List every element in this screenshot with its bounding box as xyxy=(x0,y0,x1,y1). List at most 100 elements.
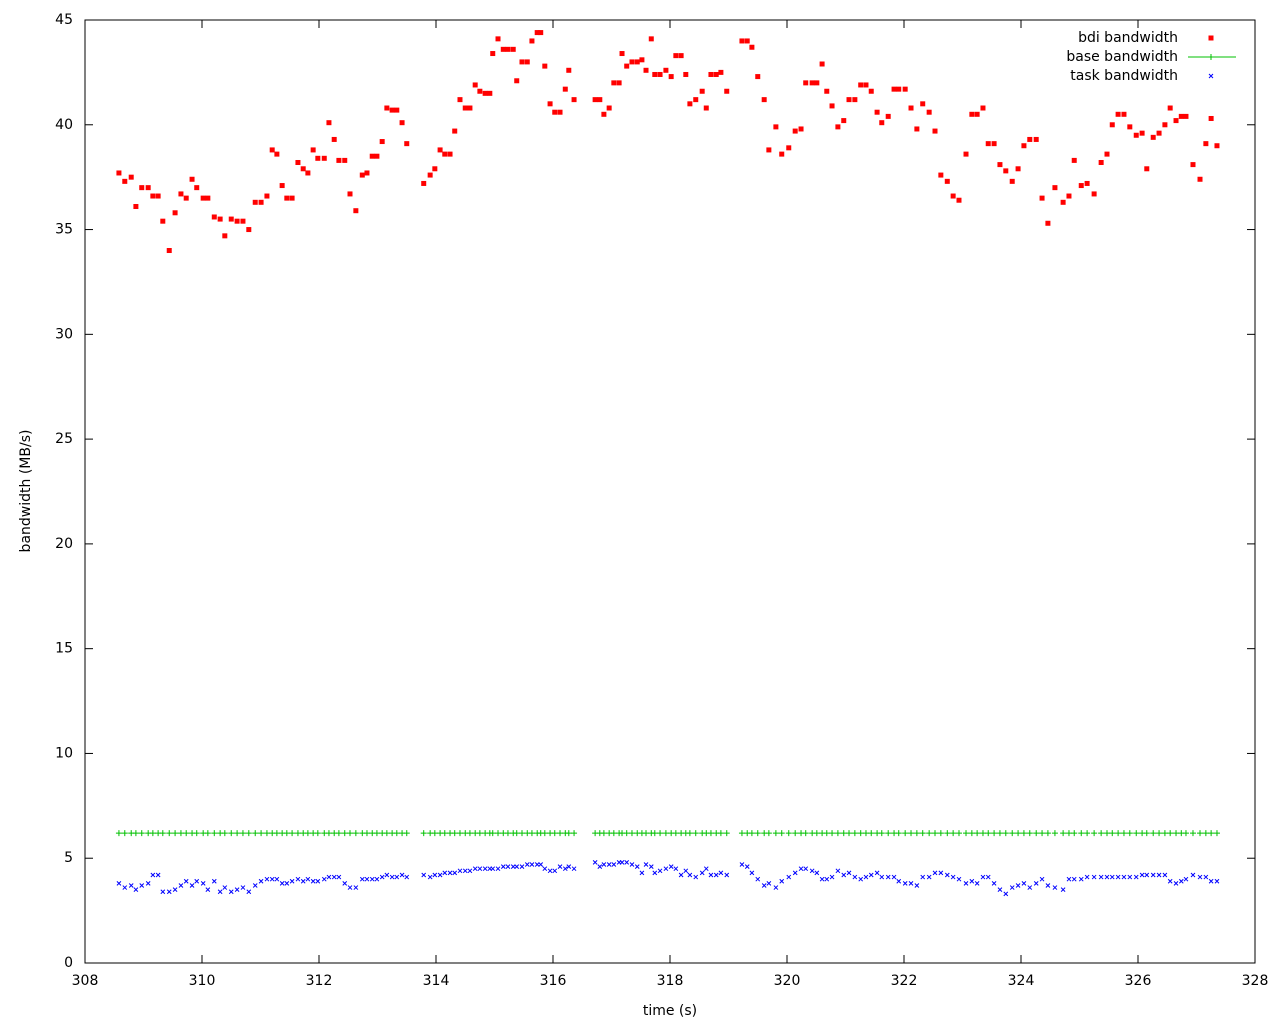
data-point xyxy=(1103,830,1110,837)
data-point xyxy=(452,870,458,876)
data-point xyxy=(926,830,933,837)
data-point xyxy=(926,109,932,115)
data-point xyxy=(427,172,433,178)
data-point xyxy=(980,874,986,880)
data-point xyxy=(194,878,200,884)
data-point xyxy=(510,864,516,869)
data-point xyxy=(1173,830,1180,837)
data-point xyxy=(359,876,365,882)
data-point xyxy=(524,59,530,65)
data-point xyxy=(245,830,252,837)
data-point xyxy=(300,878,306,884)
data-point xyxy=(634,864,640,869)
data-point xyxy=(1208,878,1214,884)
data-point xyxy=(128,883,134,888)
data-point xyxy=(885,830,892,837)
data-point xyxy=(823,830,830,837)
data-point xyxy=(1150,830,1157,837)
data-point xyxy=(858,82,864,88)
data-point xyxy=(441,830,448,837)
data-point xyxy=(1026,830,1033,837)
data-point xyxy=(138,830,145,837)
data-point xyxy=(1084,830,1091,837)
data-point xyxy=(841,872,847,878)
data-point xyxy=(289,195,295,201)
data-point xyxy=(979,830,986,837)
data-point xyxy=(683,868,689,874)
data-point xyxy=(885,874,891,880)
data-point xyxy=(1009,830,1016,837)
data-point xyxy=(944,830,951,837)
data-point xyxy=(437,147,443,153)
data-point xyxy=(264,876,270,882)
data-point xyxy=(687,872,693,878)
data-point xyxy=(451,830,458,837)
data-point xyxy=(597,864,603,869)
data-point xyxy=(116,881,122,886)
data-point xyxy=(1197,176,1203,182)
data-point xyxy=(786,874,792,880)
data-point xyxy=(495,36,501,42)
data-point xyxy=(294,830,301,837)
data-point xyxy=(920,874,926,880)
data-point xyxy=(1052,885,1058,890)
data-point xyxy=(347,191,353,197)
data-point xyxy=(1015,830,1022,837)
data-point xyxy=(662,830,669,837)
data-point xyxy=(944,872,950,878)
data-point xyxy=(252,199,258,205)
data-point xyxy=(557,830,564,837)
data-point xyxy=(1045,883,1051,888)
data-point xyxy=(785,830,792,837)
data-point xyxy=(379,139,385,145)
data-point xyxy=(1009,178,1015,184)
data-point xyxy=(803,866,809,872)
y-tick-label: 15 xyxy=(55,641,73,657)
data-point xyxy=(600,830,607,837)
data-point xyxy=(766,881,772,886)
data-point xyxy=(542,866,548,872)
data-point xyxy=(150,872,156,878)
data-point xyxy=(639,57,645,63)
data-point xyxy=(773,885,779,890)
data-point xyxy=(1150,134,1156,140)
data-point xyxy=(353,208,359,214)
data-point xyxy=(717,830,724,837)
data-point xyxy=(1203,141,1209,147)
data-point xyxy=(447,870,453,876)
x-tick-label: 326 xyxy=(1125,973,1152,989)
data-point xyxy=(139,185,145,191)
data-point xyxy=(189,176,195,182)
data-point xyxy=(364,876,370,882)
data-point xyxy=(160,889,166,895)
data-point xyxy=(634,59,640,65)
data-point xyxy=(841,118,847,124)
data-point xyxy=(178,191,184,197)
legend-marker xyxy=(1208,54,1214,60)
legend-marker xyxy=(1208,35,1214,41)
data-point xyxy=(160,218,166,224)
data-point xyxy=(571,866,577,872)
data-point xyxy=(878,830,885,837)
data-point xyxy=(1167,878,1173,884)
data-point xyxy=(240,218,246,224)
data-point xyxy=(846,97,852,103)
data-point xyxy=(246,227,252,233)
data-point xyxy=(857,830,864,837)
data-point xyxy=(932,870,938,876)
data-point xyxy=(467,868,473,874)
data-point xyxy=(624,860,630,865)
data-point xyxy=(467,105,473,111)
data-point xyxy=(1144,166,1150,172)
data-point xyxy=(1109,874,1115,880)
data-point xyxy=(331,874,337,880)
data-point xyxy=(902,830,909,837)
data-point xyxy=(363,830,370,837)
data-point xyxy=(938,870,944,876)
data-point xyxy=(749,870,755,876)
data-point xyxy=(284,881,290,886)
data-point xyxy=(234,887,240,893)
data-point xyxy=(442,870,448,876)
x-axis-label: time (s) xyxy=(643,1003,697,1019)
data-point xyxy=(920,101,926,107)
